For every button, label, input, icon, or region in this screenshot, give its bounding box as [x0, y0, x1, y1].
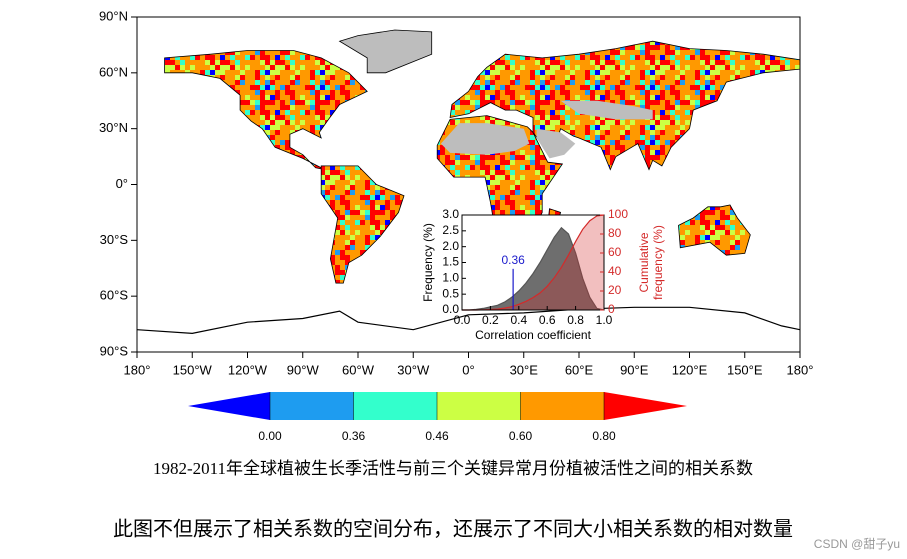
- x-tick-label: 1.0: [596, 313, 613, 327]
- lat-label: 60°N: [99, 64, 128, 79]
- lat-label: 30°N: [99, 120, 128, 135]
- colorbar-label: 0.60: [509, 429, 533, 443]
- x-tick-label: 0.6: [539, 313, 556, 327]
- lon-label: 0°: [462, 362, 474, 377]
- description: 此图不但展示了相关系数的空间分布，还展示了不同大小相关系数的相对数量: [113, 517, 793, 541]
- greenland: [338, 29, 433, 74]
- lat-label: 60°S: [100, 288, 129, 303]
- y2-axis-label: Cumulative: [637, 232, 651, 292]
- colorbar-low: [188, 392, 270, 420]
- lon-label: 180°: [124, 362, 151, 377]
- lon-label: 30°W: [397, 362, 430, 377]
- annotation-label: 0.36: [501, 253, 525, 267]
- colorbar-cell: [270, 392, 354, 420]
- y-tick-label: 1.5: [442, 255, 459, 269]
- sahara: [440, 123, 530, 155]
- colorbar-label: 0.80: [592, 429, 616, 443]
- y-tick-label: 2.5: [442, 223, 459, 237]
- y2-tick-label: 0: [608, 302, 615, 316]
- x-tick-label: 0.0: [454, 313, 471, 327]
- antarctica: [137, 306, 800, 335]
- series-line: [462, 226, 605, 311]
- colorbar-cell: [353, 392, 437, 420]
- x-tick-label: 0.4: [510, 313, 527, 327]
- y-tick-label: 3.0: [442, 207, 459, 221]
- caption: 1982-2011年全球植被生长季活性与前三个关键异常月份植被活性之间的相关系数: [153, 459, 753, 478]
- y-axis-label: Frequency (%): [421, 223, 435, 302]
- australia: [678, 204, 751, 256]
- lon-label: 180°: [787, 362, 814, 377]
- colorbar-label: 0.00: [258, 429, 282, 443]
- colorbar-cell: [437, 392, 521, 420]
- watermark: CSDN @甜子yu: [814, 537, 900, 551]
- colorbar-high: [604, 392, 687, 420]
- y-tick-label: 0.0: [442, 302, 459, 316]
- area-fill: [462, 215, 604, 310]
- colorbar-cell: [520, 392, 604, 420]
- x-axis-label: Correlation coefficient: [475, 328, 592, 342]
- arabia: [536, 128, 576, 159]
- colorbar-label: 0.46: [425, 429, 449, 443]
- colorbar-label: 0.36: [342, 429, 366, 443]
- y2-tick-label: 20: [608, 283, 622, 297]
- lon-label: 120°E: [672, 362, 708, 377]
- lat-label: 90°N: [99, 8, 128, 23]
- south-america: [320, 165, 405, 284]
- lon-label: 60°W: [342, 362, 375, 377]
- y2-tick-label: 80: [608, 226, 622, 240]
- lon-label: 90°E: [620, 362, 649, 377]
- x-tick-label: 0.8: [567, 313, 584, 327]
- lat-label: 90°S: [100, 343, 129, 358]
- lat-label: 0°: [116, 176, 128, 191]
- lon-label: 150°E: [727, 362, 763, 377]
- north-america: [164, 50, 368, 170]
- lon-label: 90°W: [287, 362, 320, 377]
- lon-label: 30°E: [510, 362, 539, 377]
- lon-label: 150°W: [173, 362, 213, 377]
- lat-label: 30°S: [100, 232, 129, 247]
- y2-tick-label: 60: [608, 245, 622, 259]
- lon-label: 60°E: [565, 362, 594, 377]
- map: [137, 29, 800, 335]
- central-asia: [560, 100, 653, 120]
- y-tick-label: 1.0: [442, 271, 459, 285]
- y2-axis-label: frequency (%): [651, 225, 665, 300]
- area-fill: [462, 227, 604, 310]
- lon-label: 120°W: [228, 362, 268, 377]
- y2-tick-label: 100: [608, 207, 628, 221]
- y2-tick-label: 40: [608, 264, 622, 278]
- x-tick-label: 0.2: [482, 313, 499, 327]
- y-tick-label: 0.5: [442, 286, 459, 300]
- y-tick-label: 2.0: [442, 239, 459, 253]
